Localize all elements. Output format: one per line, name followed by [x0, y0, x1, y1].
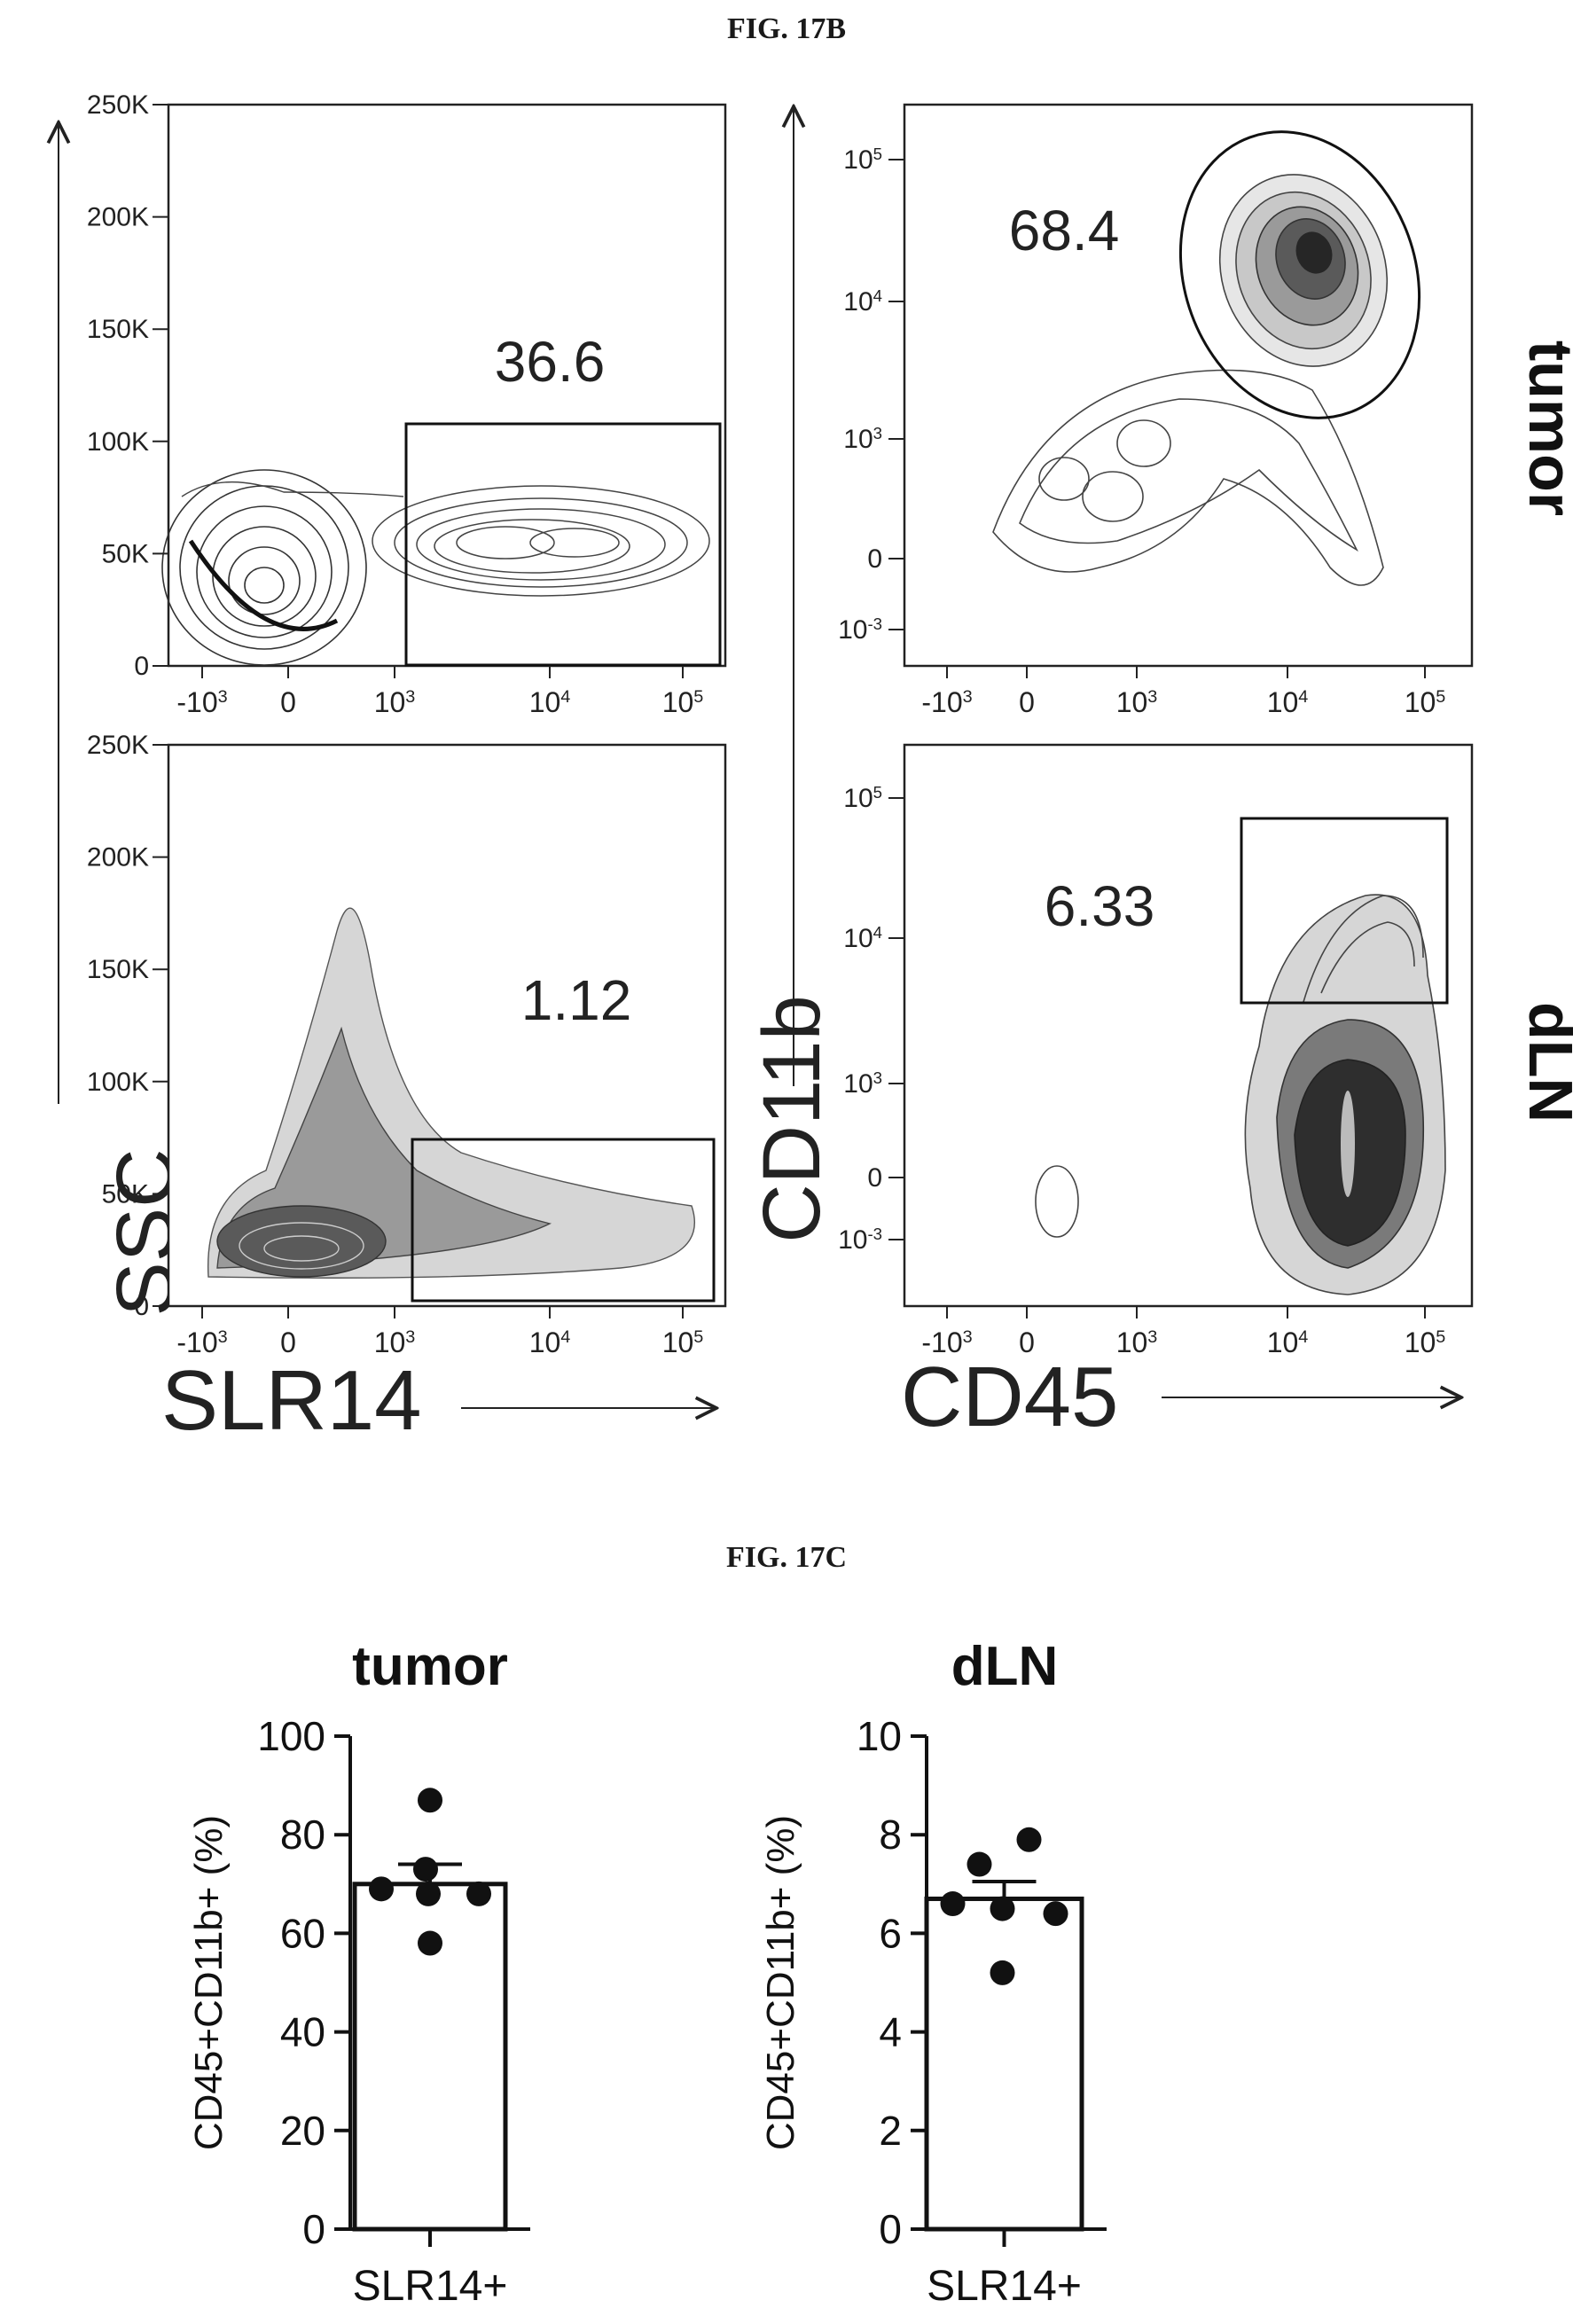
data-point	[466, 1881, 491, 1906]
y-tick-label: 50K	[102, 1179, 149, 1209]
y-tick-label: 2	[879, 2108, 902, 2154]
facs-panel-dln-cd45: 6.33	[903, 743, 1474, 1308]
y-tick-label: 150K	[87, 315, 149, 344]
gate-ellipse	[1178, 130, 1421, 419]
data-point	[966, 1851, 992, 1877]
chart-title: dLN	[951, 1636, 1059, 1697]
x-tick-label: 0	[1019, 1326, 1035, 1358]
y-tick-label: 0	[134, 652, 149, 681]
y-tick-label: 104	[843, 923, 882, 954]
data-point	[369, 1876, 394, 1902]
flow-tick-labels: 250K 200K 150K 100K 50K 0 -103 0 103 104 105 -103 0 1…	[87, 90, 1445, 1358]
y-tick-label: 0	[867, 544, 882, 574]
y-tick-label: 6	[879, 1910, 902, 1956]
data-point	[413, 1857, 438, 1882]
chart-title: tumor	[352, 1636, 508, 1697]
x-tick-label: 104	[1267, 686, 1309, 718]
y-tick-label: 200K	[87, 203, 149, 232]
y-tick-label: 10-3	[838, 614, 882, 646]
facs-panel-tumor-slr14: 36.6	[161, 103, 727, 668]
y-tick-label: 60	[280, 1910, 325, 1956]
figure-17c-label: FIG. 17C	[726, 1541, 847, 1574]
y-tick-label: 200K	[87, 843, 149, 872]
row-label-tumor: tumor	[1516, 340, 1573, 516]
y-tick-label: 80	[280, 1811, 325, 1858]
y-tick-label: 0	[134, 1292, 149, 1321]
y-tick-label: 0	[302, 2206, 325, 2252]
gate-box	[1240, 817, 1449, 1005]
gate-percentage: 1.12	[521, 968, 632, 1032]
x-tick-label: 103	[1116, 1326, 1158, 1358]
panel-frame	[167, 103, 727, 668]
y-tick-label: 100K	[87, 1068, 149, 1097]
y-tick-label: 150K	[87, 955, 149, 984]
data-point	[416, 1881, 441, 1906]
y-tick-label: 103	[843, 424, 882, 455]
data-point	[1043, 1901, 1068, 1927]
bar-chart-1: dLN 0 2 4 6 8 10 CD45+CD11b+ (%) SLR14+	[759, 1636, 1107, 2310]
x-tick-label: 0	[280, 686, 296, 718]
y-tick-label: 104	[843, 286, 882, 317]
x-tick-label: 105	[662, 1326, 704, 1358]
x-tick-label: 105	[1405, 686, 1446, 718]
y-tick-label: 100	[257, 1713, 325, 1759]
y-tick-label: 40	[280, 2009, 325, 2055]
data-point	[990, 1960, 1015, 1985]
y-tick-label: 20	[280, 2108, 325, 2154]
y-axis-label: CD45+CD11b+ (%)	[187, 1815, 231, 2150]
y-tick-label: 105	[843, 145, 882, 176]
y-tick-label: 100K	[87, 427, 149, 457]
y-tick-label: 0	[879, 2206, 902, 2252]
y-tick-label: 105	[843, 783, 882, 814]
data-point	[418, 1930, 442, 1956]
facs-panel-dln-slr14: 1.12	[167, 743, 727, 1308]
x-tick-label: 0	[1019, 686, 1035, 718]
row-label-dln: dLN	[1516, 1002, 1573, 1123]
x-tick-label: 103	[1116, 686, 1158, 718]
y-tick-label: 8	[879, 1811, 902, 1858]
y-tick-label: 250K	[87, 90, 149, 120]
slr14-axis-title: SLR14	[161, 1353, 422, 1448]
x-category-label: SLR14+	[353, 2263, 508, 2310]
x-tick-label: 0	[280, 1326, 296, 1358]
y-tick-label: 50K	[102, 539, 149, 568]
facs-panel-tumor-cd45: 68.4	[903, 103, 1474, 668]
gate-percentage: 6.33	[1045, 874, 1155, 938]
data-point	[1016, 1827, 1042, 1852]
x-tick-label: 104	[529, 1326, 571, 1358]
y-tick-label: 10	[857, 1713, 902, 1759]
bar-chart-0: tumor 0 20 40 60 80 100 CD45+CD11b+ (%) SLR14+	[187, 1636, 530, 2310]
figure-17b-label: FIG. 17B	[726, 12, 847, 45]
gate-box	[411, 1138, 716, 1303]
x-tick-label: -103	[176, 1326, 227, 1358]
y-tick-label: 103	[843, 1068, 882, 1099]
y-axis-label: CD45+CD11b+ (%)	[759, 1815, 802, 2150]
x-tick-label: 103	[374, 686, 416, 718]
x-tick-label: 105	[1405, 1326, 1446, 1358]
x-tick-label: 105	[662, 686, 704, 718]
x-tick-label: 104	[1267, 1326, 1309, 1358]
data-point	[940, 1891, 966, 1917]
x-tick-label: 103	[374, 1326, 416, 1358]
data-point	[990, 1896, 1015, 1921]
x-tick-label: -103	[921, 1326, 972, 1358]
bar	[924, 1896, 1084, 2232]
cd11b-axis-title: CD11b	[747, 995, 837, 1243]
y-tick-label: 4	[879, 2009, 902, 2055]
data-point	[418, 1788, 442, 1813]
x-category-label: SLR14+	[927, 2263, 1082, 2310]
x-tick-label: -103	[921, 686, 972, 718]
y-tick-label: 10-3	[838, 1225, 882, 1256]
x-tick-label: -103	[176, 686, 227, 718]
gate-box	[404, 422, 722, 667]
panel-frame	[903, 103, 1474, 668]
cd45-axis-title: CD45	[901, 1350, 1118, 1444]
gate-percentage: 68.4	[1009, 199, 1120, 262]
y-tick-label: 250K	[87, 731, 149, 760]
gate-percentage: 36.6	[495, 330, 606, 394]
y-tick-label: 0	[867, 1163, 882, 1193]
x-tick-label: 104	[529, 686, 571, 718]
